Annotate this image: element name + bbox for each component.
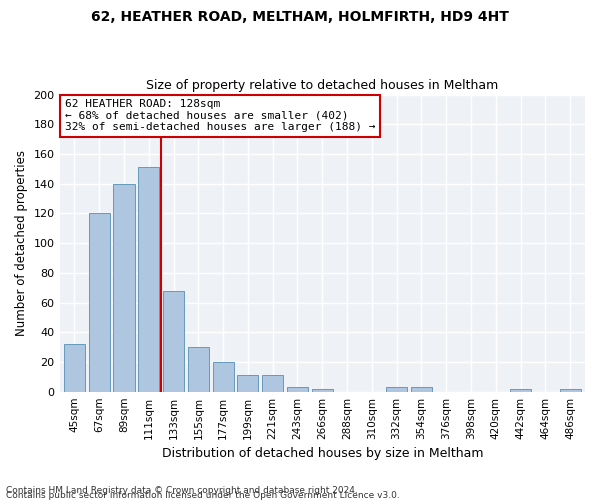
X-axis label: Distribution of detached houses by size in Meltham: Distribution of detached houses by size … <box>161 447 483 460</box>
Text: 62, HEATHER ROAD, MELTHAM, HOLMFIRTH, HD9 4HT: 62, HEATHER ROAD, MELTHAM, HOLMFIRTH, HD… <box>91 10 509 24</box>
Bar <box>287 387 308 392</box>
Bar <box>163 290 184 392</box>
Bar <box>64 344 85 392</box>
Bar <box>188 347 209 392</box>
Title: Size of property relative to detached houses in Meltham: Size of property relative to detached ho… <box>146 79 499 92</box>
Bar <box>560 388 581 392</box>
Bar <box>89 214 110 392</box>
Bar <box>510 388 531 392</box>
Y-axis label: Number of detached properties: Number of detached properties <box>15 150 28 336</box>
Bar <box>386 387 407 392</box>
Bar <box>138 168 160 392</box>
Text: 62 HEATHER ROAD: 128sqm
← 68% of detached houses are smaller (402)
32% of semi-d: 62 HEATHER ROAD: 128sqm ← 68% of detache… <box>65 99 375 132</box>
Bar <box>411 387 432 392</box>
Bar <box>312 388 333 392</box>
Bar <box>262 376 283 392</box>
Text: Contains HM Land Registry data © Crown copyright and database right 2024.: Contains HM Land Registry data © Crown c… <box>6 486 358 495</box>
Bar <box>113 184 134 392</box>
Bar <box>212 362 233 392</box>
Bar <box>238 376 259 392</box>
Text: Contains public sector information licensed under the Open Government Licence v3: Contains public sector information licen… <box>6 491 400 500</box>
